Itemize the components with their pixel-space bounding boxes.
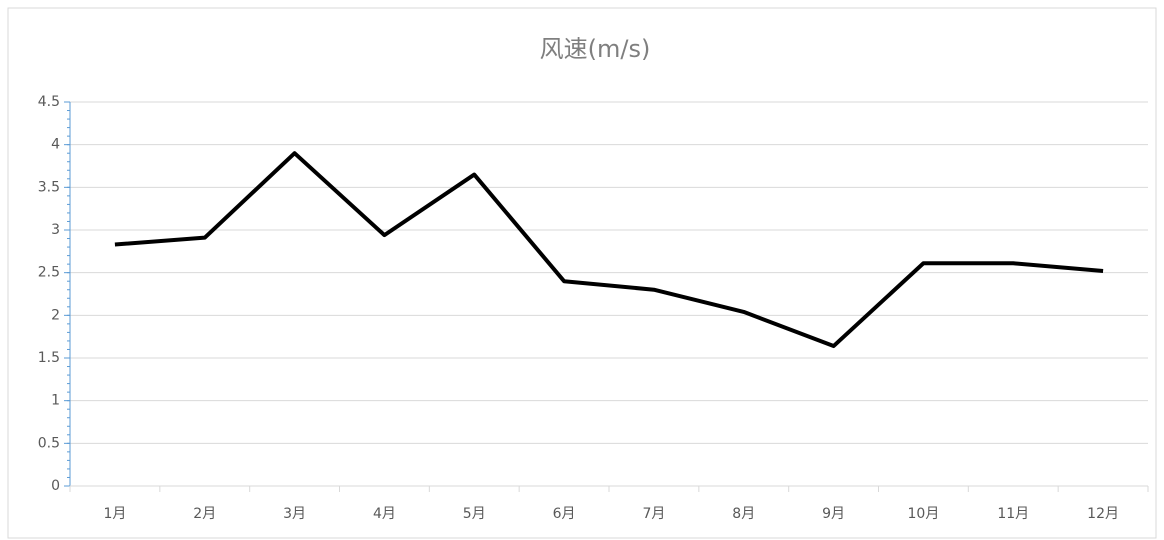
x-tick-label: 9月: [822, 506, 845, 522]
y-tick-label: 1.5: [38, 350, 60, 366]
x-tick-label: 8月: [732, 506, 755, 522]
x-tick-label: 2月: [193, 506, 216, 522]
y-tick-label: 2.5: [38, 265, 60, 281]
y-tick-label: 4.5: [38, 94, 60, 110]
y-tick-label: 3.5: [38, 179, 60, 195]
chart-title: 风速(m/s): [540, 35, 651, 63]
x-tick-label: 5月: [463, 506, 486, 522]
y-tick-label: 0.5: [38, 435, 60, 451]
line-series: [114, 151, 1104, 349]
x-tick-label: 11月: [997, 506, 1029, 522]
x-tick-label: 4月: [373, 506, 396, 522]
y-tick-label: 0: [51, 478, 60, 494]
x-tick-label: 1月: [103, 506, 126, 522]
x-tick-label: 10月: [908, 506, 940, 522]
y-tick-label: 4: [51, 137, 60, 153]
x-tick-label: 12月: [1087, 506, 1119, 522]
x-tick-label: 3月: [283, 506, 306, 522]
y-tick-label: 1: [51, 393, 60, 409]
y-tick-label: 3: [51, 222, 60, 238]
x-tick-label: 6月: [553, 506, 576, 522]
x-tick-label: 7月: [642, 506, 665, 522]
y-tick-label: 2: [51, 307, 60, 323]
